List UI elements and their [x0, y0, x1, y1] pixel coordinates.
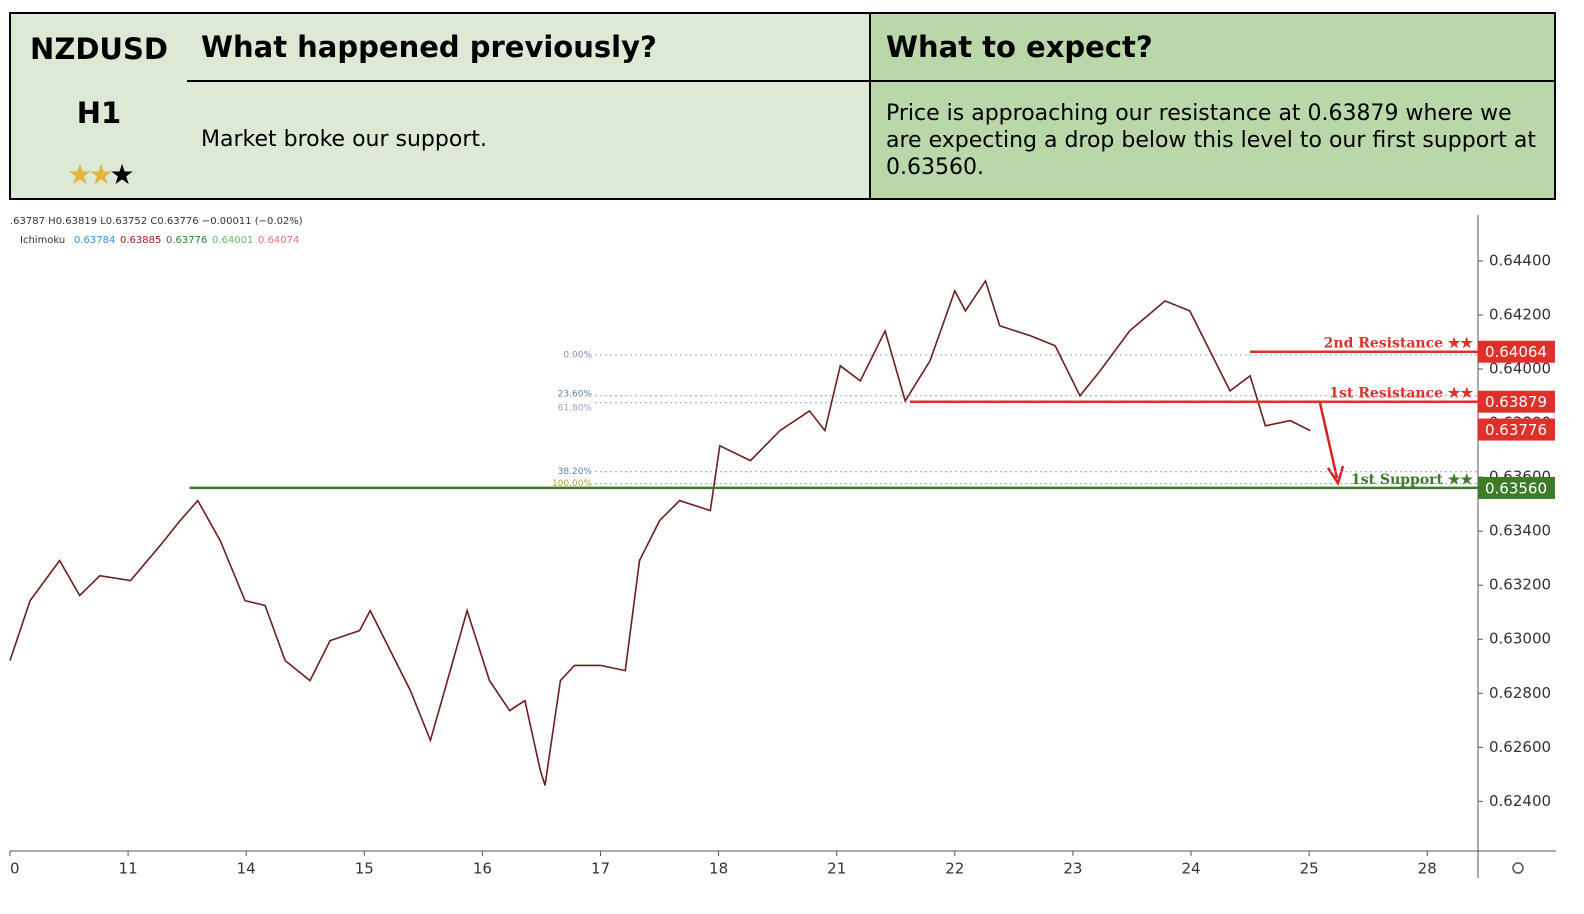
expect-text-cell: Price is approaching our resistance at 0…	[869, 80, 1556, 200]
x-tick-label: 18	[709, 860, 728, 878]
current-price-box	[1478, 418, 1555, 441]
price-box-label: 0.63560	[1485, 479, 1547, 497]
star: ★	[109, 158, 135, 191]
indicator-name: Ichimoku	[20, 235, 65, 246]
y-tick-label: 0.62400	[1489, 792, 1551, 810]
level-name: 1st Resistance ★★	[1329, 386, 1473, 402]
star: ★	[67, 158, 92, 191]
indicator-value: 0.63784	[74, 235, 115, 246]
y-tick-label: 0.63000	[1489, 630, 1551, 648]
y-tick-label: 0.64200	[1489, 305, 1551, 323]
level-name: 1st Support ★★	[1351, 472, 1473, 488]
x-tick-label: 15	[355, 860, 374, 878]
x-tick-label: 17	[591, 860, 610, 878]
forecast-arrow	[1318, 402, 1339, 479]
x-tick-label: 22	[945, 860, 964, 878]
y-tick-label: 0.63200	[1489, 576, 1551, 594]
y-tick-label: 0.64400	[1489, 251, 1551, 269]
timeframe: H1	[76, 96, 122, 130]
indicator-value: 0.63885	[120, 235, 161, 246]
price-box	[1478, 340, 1555, 363]
indicator-value: 0.64074	[258, 235, 299, 246]
settings-icon[interactable]	[1512, 862, 1524, 874]
previous-title: What happened previously?	[201, 30, 657, 64]
level-name: 2nd Resistance ★★	[1324, 336, 1474, 352]
x-tick-label: 28	[1418, 860, 1437, 878]
y-tick-label: 0.64000	[1489, 360, 1551, 378]
price-line	[9, 279, 1311, 786]
price-box	[1478, 390, 1555, 413]
expect-title: What to expect?	[886, 30, 1153, 64]
fib-label: 100.00%	[552, 479, 592, 489]
fib-label: 61.80%	[558, 403, 593, 413]
y-tick-label: 0.62600	[1489, 738, 1551, 756]
fib-label: 0.00%	[563, 350, 592, 360]
fib-label: 23.60%	[558, 389, 593, 399]
star: ★	[88, 158, 113, 191]
symbol: NZDUSD	[30, 32, 168, 66]
y-tick-label: 0.62800	[1489, 684, 1551, 702]
indicator-value: 0.63776	[166, 235, 207, 246]
forecast-arrow-head	[1326, 465, 1345, 486]
x-tick-label: 24	[1181, 860, 1200, 878]
x-tick-label: 25	[1300, 860, 1319, 878]
fib-label: 38.20%	[558, 467, 593, 477]
price-box-label: 0.63879	[1485, 393, 1547, 411]
x-tick-label: 11	[119, 860, 138, 878]
expect-title-cell: What to expect?	[869, 12, 1556, 82]
price-box	[1478, 476, 1555, 499]
previous-title-cell: What happened previously?	[187, 12, 871, 82]
price-box-label: 0.64064	[1485, 343, 1547, 361]
x-tick-label: 16	[473, 860, 492, 878]
expect-text: Price is approaching our resistance at 0…	[886, 101, 1536, 180]
y-tick-label: 0.63400	[1489, 522, 1551, 540]
indicator-value: 0.64001	[212, 235, 253, 246]
previous-text-cell: Market broke our support.	[187, 80, 871, 200]
x-tick-label: 23	[1063, 860, 1082, 878]
symbol-cell: NZDUSD H1 ★★★	[9, 12, 189, 200]
x-tick-label: 21	[827, 860, 846, 878]
current-price-label: 0.63776	[1485, 421, 1547, 439]
ohlc: .63787 H0.63819 L0.63752 C0.63776 −0.000…	[10, 216, 303, 227]
x-tick-label: 14	[237, 860, 256, 878]
rating: ★★★	[11, 158, 187, 191]
previous-text: Market broke our support.	[201, 127, 487, 152]
y-tick-label: 0.63800	[1489, 414, 1551, 432]
y-tick-label: 0.63600	[1489, 468, 1551, 486]
x-tick-label: 0	[10, 860, 20, 878]
